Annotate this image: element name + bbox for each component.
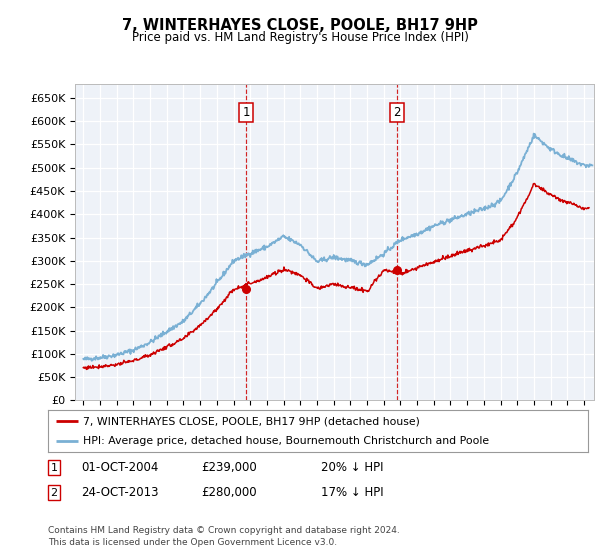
Text: 2: 2: [50, 488, 58, 498]
Text: Contains HM Land Registry data © Crown copyright and database right 2024.: Contains HM Land Registry data © Crown c…: [48, 526, 400, 535]
Text: 1: 1: [242, 106, 250, 119]
Text: HPI: Average price, detached house, Bournemouth Christchurch and Poole: HPI: Average price, detached house, Bour…: [83, 436, 489, 446]
Text: 24-OCT-2013: 24-OCT-2013: [81, 486, 158, 500]
Text: 17% ↓ HPI: 17% ↓ HPI: [321, 486, 383, 500]
Text: £239,000: £239,000: [201, 461, 257, 474]
Text: 7, WINTERHAYES CLOSE, POOLE, BH17 9HP: 7, WINTERHAYES CLOSE, POOLE, BH17 9HP: [122, 18, 478, 34]
Text: £280,000: £280,000: [201, 486, 257, 500]
Text: 01-OCT-2004: 01-OCT-2004: [81, 461, 158, 474]
Text: 2: 2: [394, 106, 401, 119]
Text: Price paid vs. HM Land Registry's House Price Index (HPI): Price paid vs. HM Land Registry's House …: [131, 31, 469, 44]
Text: This data is licensed under the Open Government Licence v3.0.: This data is licensed under the Open Gov…: [48, 538, 337, 547]
Text: 1: 1: [50, 463, 58, 473]
Text: 7, WINTERHAYES CLOSE, POOLE, BH17 9HP (detached house): 7, WINTERHAYES CLOSE, POOLE, BH17 9HP (d…: [83, 416, 420, 426]
Text: 20% ↓ HPI: 20% ↓ HPI: [321, 461, 383, 474]
